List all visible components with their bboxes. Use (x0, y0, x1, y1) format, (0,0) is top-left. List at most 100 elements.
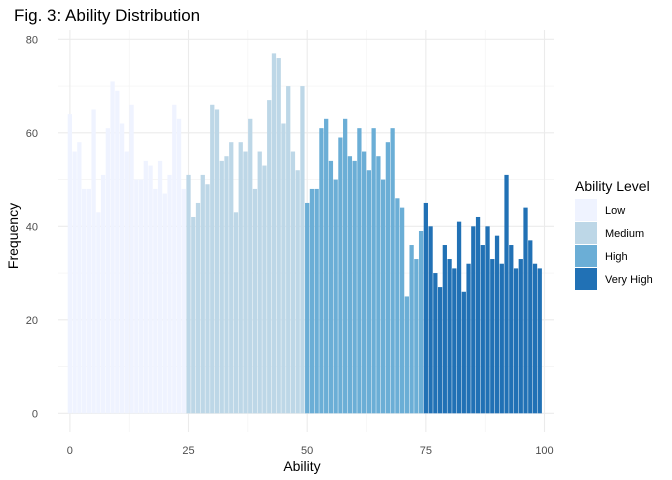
bar (77, 142, 82, 414)
bar (124, 151, 129, 414)
bar (475, 216, 481, 414)
bar (418, 231, 424, 414)
bar (167, 174, 172, 414)
bar (366, 170, 372, 414)
bar (347, 156, 353, 414)
bar (67, 114, 73, 414)
y-tick-label: 60 (26, 128, 38, 140)
bar (461, 291, 466, 414)
bar (528, 240, 533, 414)
bar (309, 188, 315, 414)
bar (385, 142, 391, 414)
bar (513, 268, 519, 414)
x-tick-labels: 0 25 50 75 100 (67, 445, 554, 457)
bar (537, 268, 542, 414)
bar (490, 259, 495, 414)
bar (105, 128, 110, 414)
bar (181, 188, 186, 414)
legend-key (575, 222, 597, 244)
bar (186, 174, 191, 414)
legend-key (575, 268, 597, 290)
bar (409, 245, 414, 414)
bar (214, 109, 220, 414)
bar (376, 156, 381, 414)
bar (319, 128, 324, 414)
legend-label: Medium (605, 228, 644, 240)
bar (243, 151, 248, 414)
legend-items: Low Medium High Very High (575, 199, 653, 290)
x-tick-label: 75 (420, 445, 432, 457)
bar (314, 188, 319, 414)
bar (191, 216, 196, 414)
chart-title: Fig. 3: Ability Distribution (14, 6, 200, 25)
legend-label: Very High (605, 274, 653, 286)
bar (399, 207, 405, 414)
bar (210, 104, 215, 414)
bar (205, 184, 210, 414)
y-tick-label: 40 (26, 221, 38, 233)
bar (333, 179, 338, 414)
bar (248, 118, 253, 414)
bar (295, 170, 300, 414)
bar (176, 118, 182, 414)
legend-key (575, 199, 597, 221)
bar (286, 86, 291, 414)
bar (485, 226, 490, 414)
bar (324, 118, 329, 414)
y-tick-label: 80 (26, 34, 38, 46)
bar (276, 58, 281, 414)
bar (100, 174, 106, 414)
bar (91, 109, 96, 414)
bar (328, 160, 334, 414)
bar (338, 137, 343, 414)
bar (86, 188, 91, 414)
bar (480, 245, 485, 414)
y-tick-label: 0 (32, 408, 38, 420)
bar (518, 259, 523, 414)
y-tick-label: 20 (26, 315, 38, 327)
bar (143, 160, 148, 414)
bar (456, 221, 462, 414)
bar (357, 128, 362, 414)
bar (148, 165, 153, 414)
bar (252, 188, 258, 414)
bar (471, 226, 476, 414)
bar (428, 226, 433, 414)
bar (380, 179, 386, 414)
bar (499, 263, 504, 414)
legend-label: High (605, 251, 628, 263)
bar (371, 128, 376, 414)
bar (229, 142, 234, 414)
bar (262, 165, 267, 414)
bar (532, 263, 538, 414)
bar (96, 212, 101, 414)
bar (300, 86, 305, 414)
x-tick-label: 0 (67, 445, 73, 457)
bar (267, 100, 272, 414)
bar (110, 81, 115, 414)
bar (305, 202, 310, 414)
bar (452, 268, 457, 414)
bar (281, 123, 286, 414)
bar (72, 151, 77, 414)
bar (494, 235, 500, 414)
y-axis-title: Frequency (5, 203, 21, 269)
bar (352, 160, 357, 414)
bar (466, 263, 471, 414)
bar (442, 245, 447, 414)
y-tick-labels: 0 20 40 60 80 (26, 34, 38, 420)
bar (404, 296, 409, 414)
bar (423, 202, 428, 414)
bar (162, 193, 167, 414)
legend-label: Low (605, 205, 625, 217)
bar (437, 287, 443, 414)
x-tick-label: 100 (535, 445, 553, 457)
bar (224, 156, 229, 414)
bar (447, 259, 452, 414)
bar (509, 245, 514, 414)
bar (433, 273, 438, 414)
bar (157, 160, 163, 414)
bar (115, 90, 120, 414)
